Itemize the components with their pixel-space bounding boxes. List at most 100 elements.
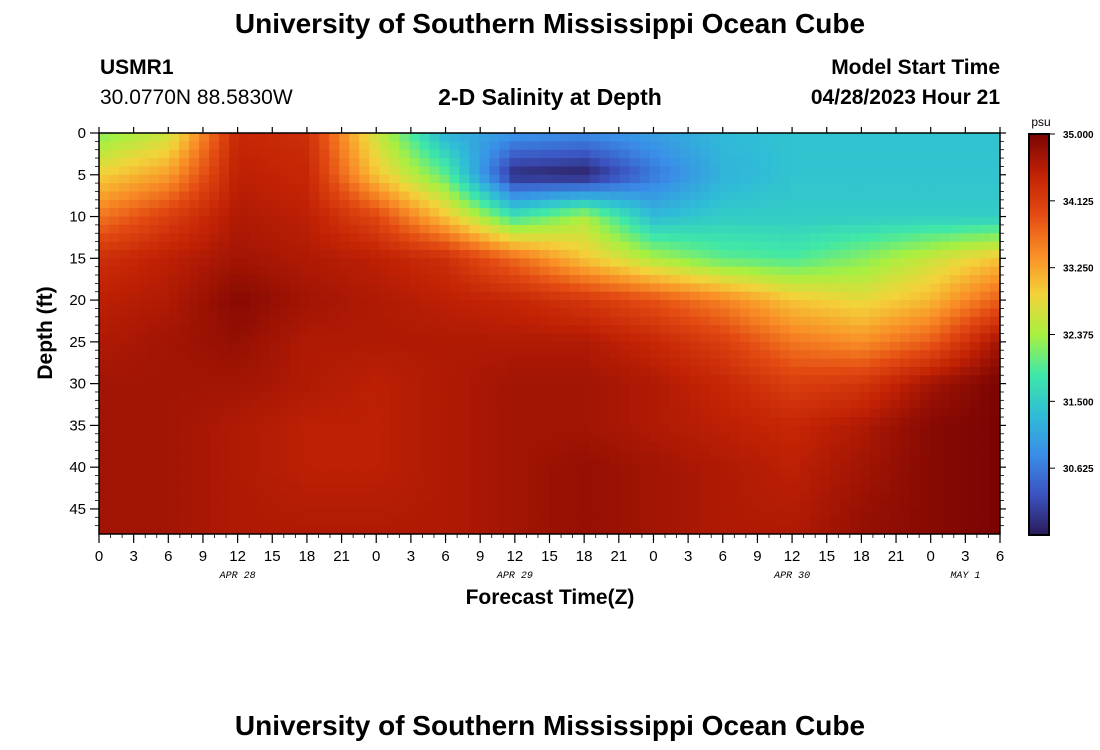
heatmap-cell xyxy=(519,149,531,159)
heatmap-cell xyxy=(389,341,400,351)
heatmap-cell xyxy=(839,433,851,443)
heatmap-cell xyxy=(249,233,260,243)
heatmap-cell xyxy=(319,308,330,318)
heatmap-cell xyxy=(179,408,190,418)
heatmap-cell xyxy=(239,358,250,368)
heatmap-cell xyxy=(479,517,491,527)
heatmap-cell xyxy=(309,442,320,452)
heatmap-cell xyxy=(389,308,400,318)
heatmap-cell xyxy=(439,283,450,293)
heatmap-cell xyxy=(969,158,981,168)
heatmap-cell xyxy=(379,300,390,310)
heatmap-cell xyxy=(799,174,811,184)
heatmap-cell xyxy=(539,300,551,310)
heatmap-cell xyxy=(179,475,190,485)
heatmap-cell xyxy=(719,500,731,510)
heatmap-cell xyxy=(829,216,841,226)
heatmap-cell xyxy=(679,400,691,410)
heatmap-cell xyxy=(259,450,270,460)
heatmap-cell xyxy=(549,375,561,385)
heatmap-cell xyxy=(699,291,711,301)
heatmap-cell xyxy=(779,216,791,226)
heatmap-cell xyxy=(499,400,511,410)
heatmap-cell xyxy=(529,241,541,251)
heatmap-cell xyxy=(869,216,881,226)
heatmap-cell xyxy=(239,375,250,385)
heatmap-cell xyxy=(349,391,360,401)
heatmap-cell xyxy=(99,500,110,510)
heatmap-cell xyxy=(349,141,360,151)
heatmap-cell xyxy=(159,483,170,493)
heatmap-cell xyxy=(159,425,170,435)
heatmap-cell xyxy=(199,183,210,193)
heatmap-cell xyxy=(499,300,511,310)
heatmap-cell xyxy=(649,391,661,401)
heatmap-cell xyxy=(259,266,270,276)
heatmap-cell xyxy=(979,266,991,276)
heatmap-cell xyxy=(419,341,430,351)
heatmap-cell xyxy=(629,249,641,259)
heatmap-cell xyxy=(509,383,521,393)
heatmap-cell xyxy=(609,425,621,435)
heatmap-cell xyxy=(219,458,230,468)
heatmap-cell xyxy=(669,400,681,410)
heatmap-cell xyxy=(849,166,861,176)
heatmap-cell xyxy=(559,333,571,343)
heatmap-cell xyxy=(699,442,711,452)
heatmap-cell xyxy=(979,417,991,426)
heatmap-cell xyxy=(829,458,841,468)
heatmap-cell xyxy=(289,258,300,268)
heatmap-cell xyxy=(979,333,991,343)
heatmap-cell xyxy=(459,425,471,435)
heatmap-cell xyxy=(769,383,781,393)
heatmap-cell xyxy=(239,425,250,435)
heatmap-cell xyxy=(509,400,521,410)
heatmap-cell xyxy=(359,375,370,385)
heatmap-cell xyxy=(379,425,390,435)
heatmap-cell xyxy=(179,158,190,168)
heatmap-cell xyxy=(419,508,430,518)
heatmap-cell xyxy=(879,483,891,493)
heatmap-cell xyxy=(989,433,1000,443)
heatmap-cell xyxy=(169,483,180,493)
heatmap-cell xyxy=(529,316,541,326)
heatmap-cell xyxy=(879,149,891,159)
heatmap-cell xyxy=(359,266,370,276)
heatmap-cell xyxy=(789,275,801,284)
heatmap-cell xyxy=(349,375,360,385)
heatmap-cell xyxy=(289,483,300,493)
heatmap-cell xyxy=(969,249,981,259)
heatmap-cell xyxy=(769,241,781,251)
heatmap-cell xyxy=(769,333,781,343)
heatmap-cell xyxy=(179,166,190,176)
heatmap-cell xyxy=(339,508,350,518)
heatmap-cell xyxy=(779,208,791,218)
heatmap-cell xyxy=(139,174,150,184)
heatmap-cell xyxy=(339,333,350,343)
heatmap-cell xyxy=(749,391,761,401)
heatmap-cell xyxy=(179,483,190,493)
heatmap-cell xyxy=(899,308,911,318)
heatmap-cell xyxy=(709,216,721,226)
heatmap-cell xyxy=(949,400,961,410)
heatmap-cell xyxy=(689,325,701,335)
heatmap-cell xyxy=(799,500,811,510)
heatmap-cell xyxy=(739,341,751,351)
heatmap-cell xyxy=(729,241,741,251)
heatmap-cell xyxy=(559,467,571,477)
heatmap-cell xyxy=(309,525,320,534)
heatmap-cell xyxy=(419,308,430,318)
heatmap-cell xyxy=(669,233,681,243)
heatmap-cell xyxy=(359,408,370,418)
heatmap-cell xyxy=(539,358,551,368)
heatmap-cell xyxy=(759,366,771,376)
heatmap-cell xyxy=(709,475,721,485)
heatmap-cell xyxy=(279,149,290,159)
heatmap-cell xyxy=(119,442,130,452)
heatmap-cell xyxy=(279,191,290,201)
heatmap-cell xyxy=(459,133,471,142)
heatmap-cell xyxy=(279,525,290,534)
heatmap-cell xyxy=(859,500,871,510)
heatmap-cell xyxy=(809,249,821,259)
heatmap-cell xyxy=(819,158,831,168)
